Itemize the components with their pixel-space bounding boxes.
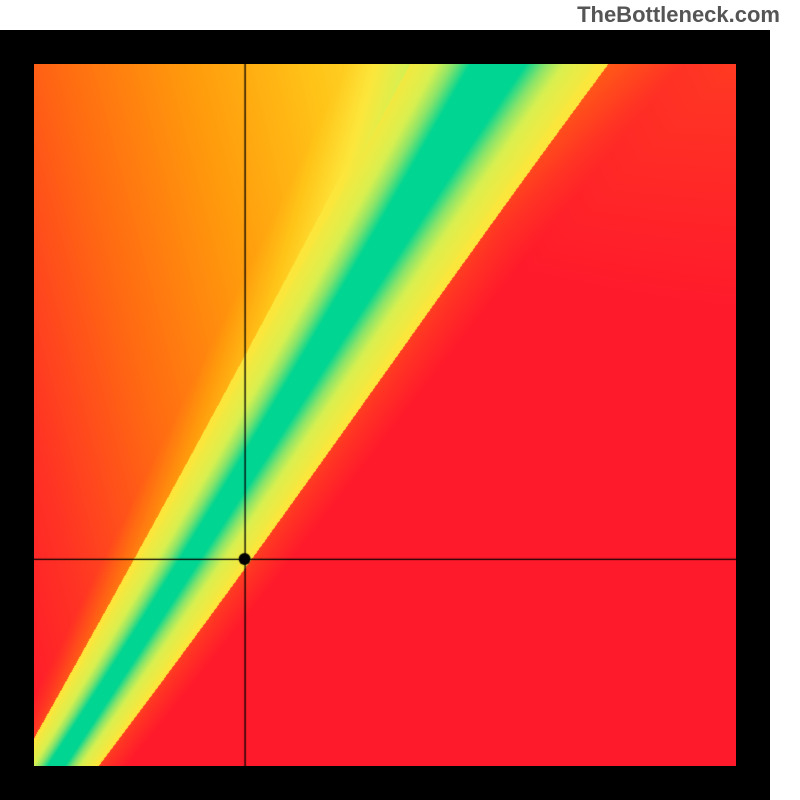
crosshair-overlay [34, 64, 736, 766]
watermark-text: TheBottleneck.com [577, 2, 780, 28]
chart-frame [0, 30, 770, 800]
